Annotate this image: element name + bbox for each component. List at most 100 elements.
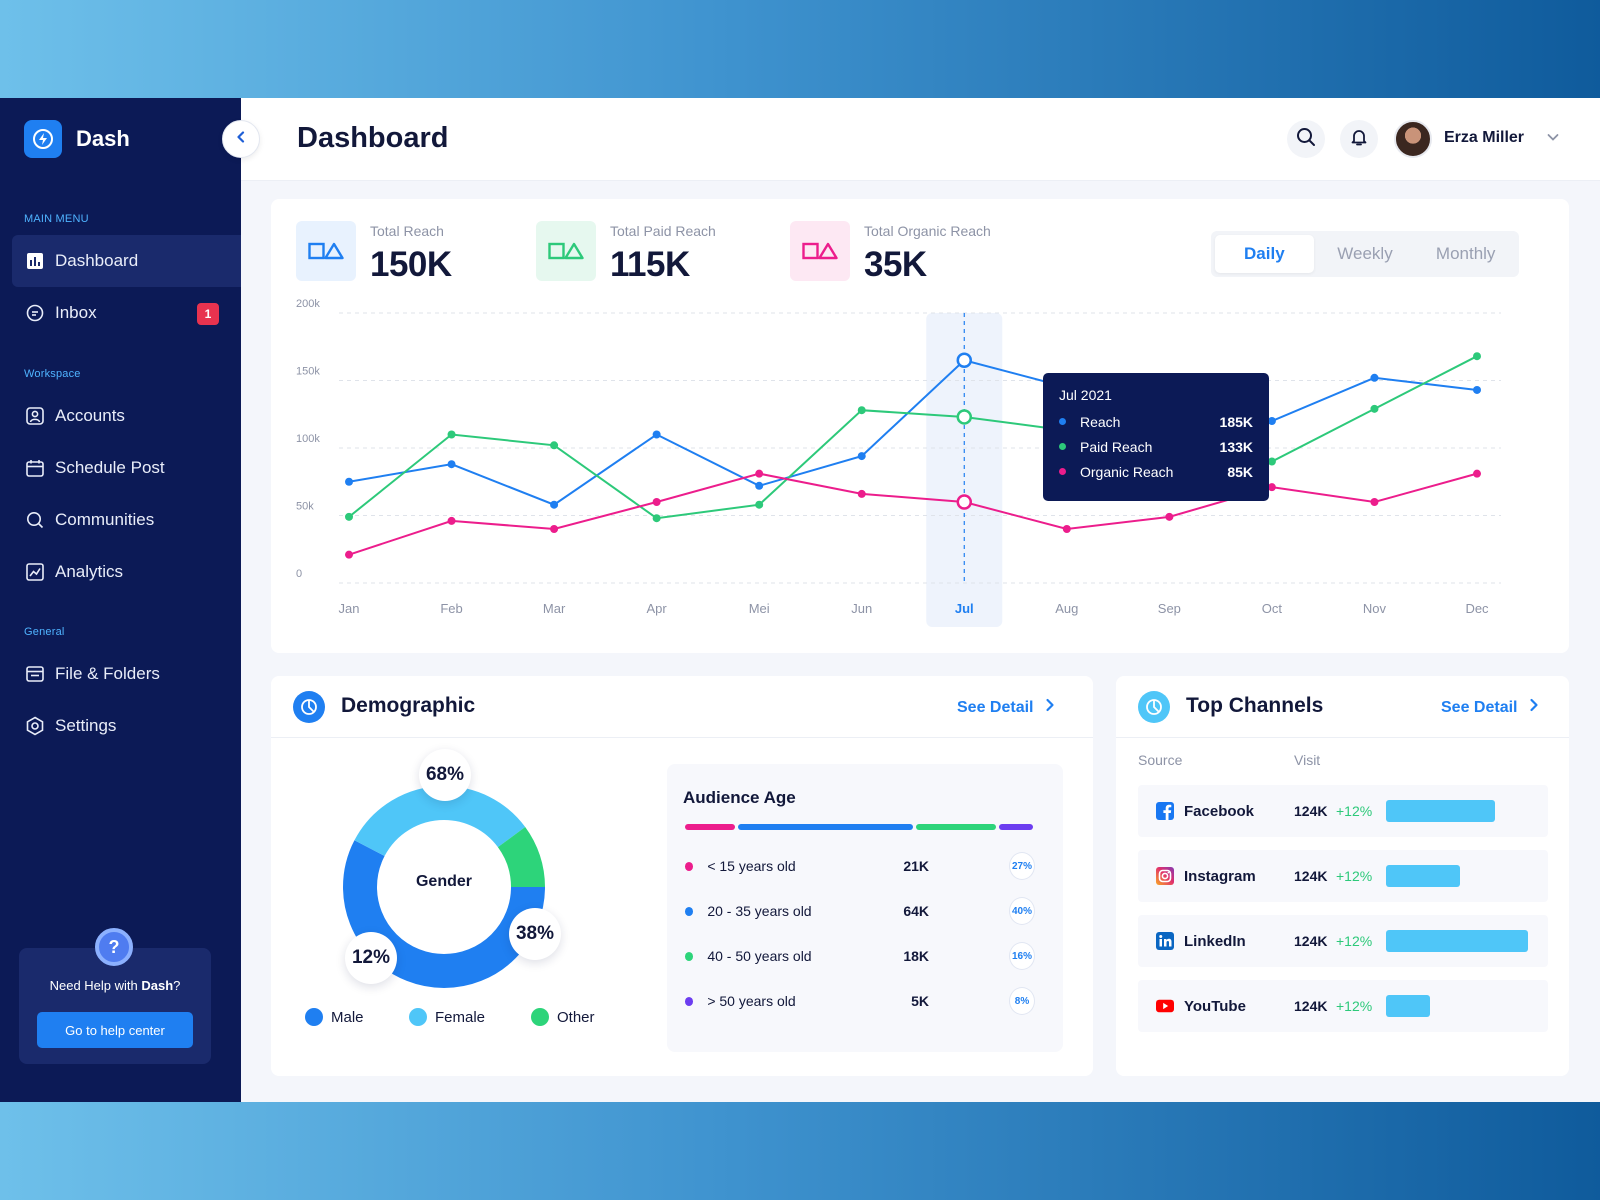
data-point[interactable] bbox=[652, 514, 661, 523]
data-point[interactable] bbox=[1165, 512, 1174, 521]
data-point[interactable] bbox=[1267, 457, 1276, 466]
x-tick-label: Jun bbox=[851, 601, 872, 616]
channel-row-instagram[interactable]: Instagram 124K +12% bbox=[1138, 850, 1548, 902]
tooltip-series-value: 85K bbox=[1227, 463, 1253, 480]
age-segment bbox=[738, 824, 913, 830]
highlight-point[interactable] bbox=[956, 352, 973, 368]
notifications-button[interactable] bbox=[1340, 120, 1378, 158]
sidebar-item-file-folders[interactable]: File & Folders bbox=[12, 648, 241, 700]
sidebar-item-analytics[interactable]: Analytics bbox=[12, 546, 241, 598]
help-text: Need Help with Dash? bbox=[49, 978, 181, 993]
channel-row-linkedin[interactable]: LinkedIn 124K +12% bbox=[1138, 915, 1548, 967]
tab-weekly[interactable]: Weekly bbox=[1337, 244, 1393, 263]
data-point[interactable] bbox=[550, 525, 559, 533]
age-row: > 50 years old 5K 8% bbox=[685, 987, 1036, 1015]
data-point[interactable] bbox=[550, 500, 559, 509]
audience-age-title: Audience Age bbox=[683, 788, 796, 807]
chevron-right-icon bbox=[1045, 698, 1055, 717]
data-point[interactable] bbox=[447, 430, 456, 439]
y-tick-label: 50k bbox=[296, 501, 314, 513]
collapse-sidebar-button[interactable] bbox=[222, 120, 260, 158]
data-point[interactable] bbox=[652, 498, 661, 506]
chevron-down-icon[interactable] bbox=[1546, 130, 1560, 149]
shapes-icon bbox=[536, 221, 596, 281]
sidebar-item-dashboard[interactable]: Dashboard bbox=[12, 235, 241, 287]
chart-icon bbox=[25, 251, 45, 271]
data-point[interactable] bbox=[857, 406, 866, 415]
data-point[interactable] bbox=[345, 512, 353, 521]
donut-slice[interactable] bbox=[343, 786, 545, 988]
reach-line-chart[interactable]: 0 50k 100k 150k 200k Jan Feb Mar Apr Mei Jun Jul Aug… bbox=[271, 299, 1569, 633]
data-point[interactable] bbox=[550, 441, 559, 450]
chart-tooltip: Jul 2021 Reach 185K Paid Reach 133K Orga… bbox=[1043, 373, 1269, 501]
user-name[interactable]: Erza Miller bbox=[1444, 129, 1525, 146]
see-detail-link[interactable]: See Detail bbox=[1441, 698, 1539, 717]
data-point[interactable] bbox=[857, 452, 866, 461]
tab-monthly[interactable]: Monthly bbox=[1435, 244, 1496, 263]
highlight-point[interactable] bbox=[956, 409, 973, 425]
workspace-label: Workspace bbox=[24, 368, 81, 380]
sidebar-item-communities[interactable]: Communities bbox=[12, 494, 241, 546]
main-content: Dashboard Erza Miller bbox=[241, 98, 1600, 1102]
avatar[interactable] bbox=[1394, 120, 1432, 158]
x-tick-label: Dec bbox=[1465, 601, 1489, 616]
data-point[interactable] bbox=[1267, 483, 1276, 492]
gender-donut-chart[interactable] bbox=[339, 782, 549, 992]
highlight-point[interactable] bbox=[956, 494, 973, 510]
channel-row-youtube[interactable]: YouTube 124K +12% bbox=[1138, 980, 1548, 1032]
data-point[interactable] bbox=[1473, 469, 1481, 478]
sidebar-item-inbox[interactable]: Inbox 1 bbox=[12, 287, 241, 339]
x-tick-label: Apr bbox=[647, 601, 668, 616]
tab-daily[interactable]: Daily bbox=[1215, 235, 1314, 273]
data-point[interactable] bbox=[755, 500, 764, 509]
data-point[interactable] bbox=[652, 430, 661, 439]
data-point[interactable] bbox=[1370, 404, 1379, 413]
tooltip-series-value: 185K bbox=[1219, 413, 1253, 430]
data-point[interactable] bbox=[755, 469, 764, 478]
channel-visit: 124K bbox=[1294, 998, 1328, 1014]
data-point[interactable] bbox=[447, 516, 456, 525]
tooltip-series-name: Paid Reach bbox=[1080, 438, 1153, 455]
data-point[interactable] bbox=[1267, 417, 1276, 425]
channel-row-facebook[interactable]: Facebook 124K +12% bbox=[1138, 785, 1548, 837]
sidebar-item-accounts[interactable]: Accounts bbox=[12, 390, 241, 442]
data-point[interactable] bbox=[345, 477, 353, 486]
sidebar-item-label: Schedule Post bbox=[55, 458, 165, 477]
sidebar-item-settings[interactable]: Settings bbox=[12, 700, 241, 752]
age-segment bbox=[999, 824, 1033, 830]
age-segment bbox=[916, 824, 996, 830]
age-percent-badge: 40% bbox=[1009, 897, 1036, 925]
data-point[interactable] bbox=[345, 550, 353, 559]
donut-slice[interactable] bbox=[343, 786, 545, 988]
data-point[interactable] bbox=[755, 481, 764, 490]
stat-value: 150K bbox=[370, 245, 452, 284]
see-detail-link[interactable]: See Detail bbox=[957, 698, 1055, 717]
data-point[interactable] bbox=[1062, 525, 1071, 533]
analytics-icon bbox=[25, 562, 45, 582]
pie-chart-icon bbox=[1138, 691, 1170, 723]
stat-label: Total Paid Reach bbox=[610, 223, 716, 239]
x-tick-label: Aug bbox=[1055, 601, 1078, 616]
brand-name: Dash bbox=[76, 126, 130, 151]
help-center-button[interactable]: Go to help center bbox=[37, 1012, 193, 1048]
data-point[interactable] bbox=[1473, 352, 1481, 361]
age-row: 40 - 50 years old 18K 16% bbox=[685, 942, 1036, 970]
chevron-left-icon bbox=[235, 130, 247, 148]
stat-total-organic-reach: Total Organic Reach 35K bbox=[790, 221, 991, 285]
data-point[interactable] bbox=[1370, 498, 1379, 506]
data-point[interactable] bbox=[1370, 373, 1379, 382]
source-column-header: Source bbox=[1138, 752, 1183, 768]
search-button[interactable] bbox=[1287, 120, 1325, 158]
tooltip-row-paid-reach: Paid Reach 133K bbox=[1059, 434, 1253, 459]
calendar-icon bbox=[25, 458, 45, 478]
card-title: Demographic bbox=[341, 694, 476, 717]
main-menu-label: MAIN MENU bbox=[24, 213, 89, 225]
data-point[interactable] bbox=[447, 460, 456, 469]
series-line bbox=[348, 359, 1478, 506]
highlight-column bbox=[926, 313, 1003, 627]
sidebar-item-schedule-post[interactable]: Schedule Post bbox=[12, 442, 241, 494]
data-point[interactable] bbox=[1473, 385, 1481, 394]
brand[interactable]: Dash bbox=[24, 120, 130, 158]
data-point[interactable] bbox=[857, 489, 866, 498]
age-count: 21K bbox=[903, 858, 929, 874]
